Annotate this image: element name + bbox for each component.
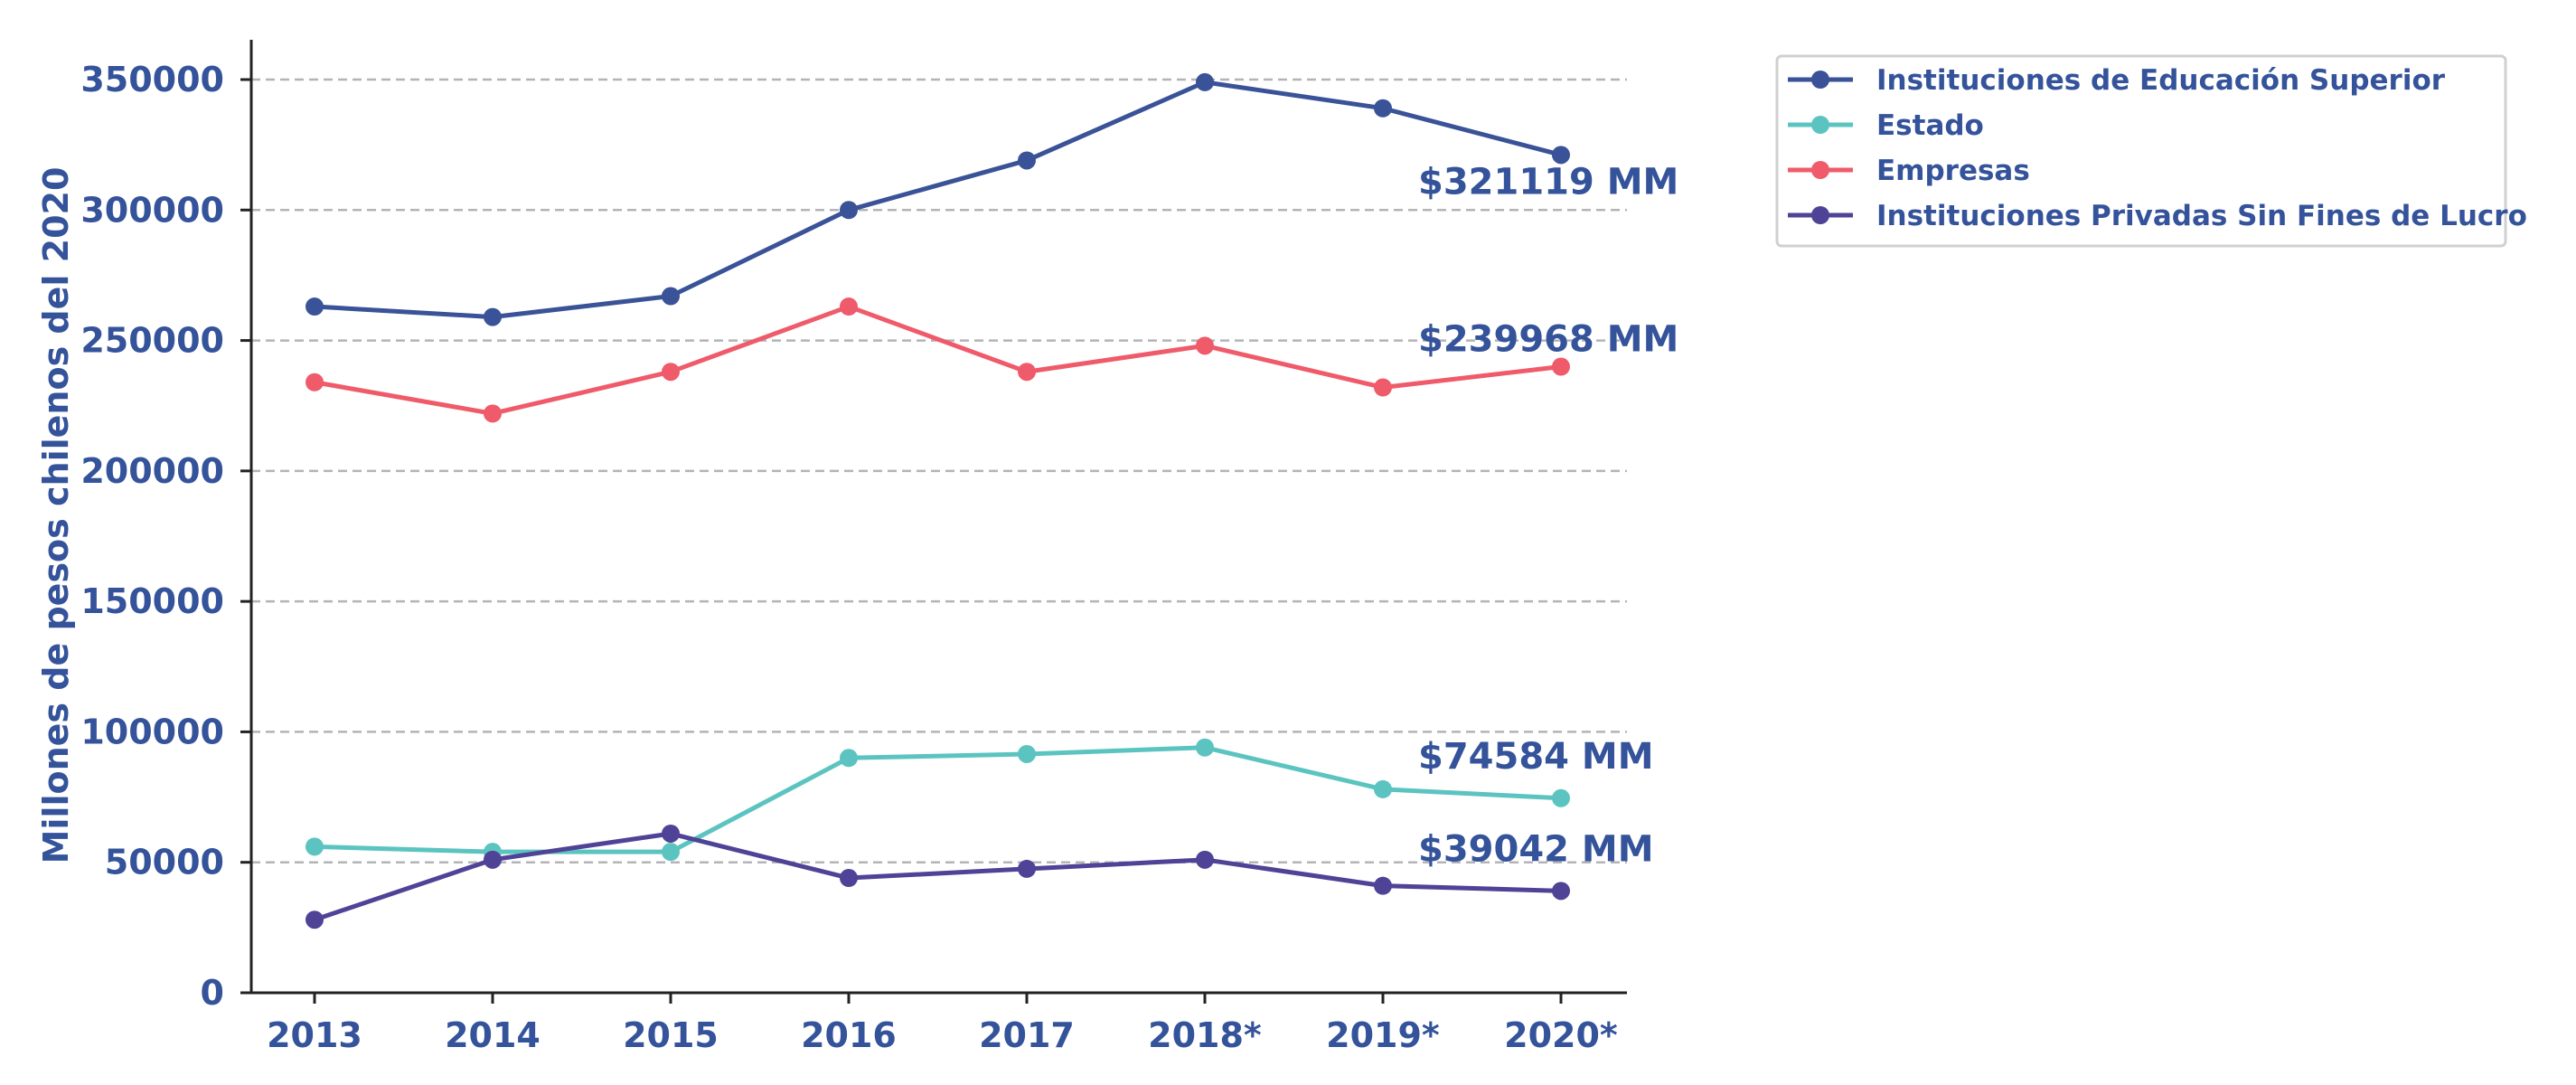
legend-swatch-marker (1811, 71, 1829, 89)
series-line (314, 831, 1562, 922)
data-point (1374, 876, 1392, 895)
data-point (1018, 151, 1036, 170)
data-point (840, 869, 858, 888)
x-axis-ticks: 2013 2014 2015 2016 2017 2018* 2019* 2020* (267, 993, 1618, 1055)
legend-item: Estado (1788, 109, 1984, 142)
y-tick-label: 200000 (80, 451, 224, 491)
data-point (840, 201, 858, 220)
legend-label: Estado (1876, 109, 1984, 142)
data-point (662, 824, 680, 843)
y-axis-title: Millones de pesos chilenos del 2020 (36, 167, 76, 864)
end-label: $74584 MM (1418, 736, 1654, 778)
x-tick-label: 2018* (1148, 1015, 1262, 1055)
series-line (314, 80, 1562, 320)
data-point (1374, 99, 1392, 118)
data-point (662, 363, 680, 382)
x-tick-label: 2016 (801, 1015, 897, 1055)
end-labels: $321119 MM $74584 MM $239968 MM $39042 MM (1418, 161, 1678, 870)
series-3 (306, 297, 1570, 423)
series-4 (306, 824, 1570, 929)
series-lines (306, 72, 1570, 929)
data-point (484, 404, 502, 423)
legend-label: Instituciones de Educación Superior (1876, 64, 2446, 97)
end-label: $239968 MM (1418, 319, 1678, 361)
data-point (1552, 882, 1570, 901)
y-tick-label: 300000 (80, 190, 224, 230)
x-tick-label: 2015 (623, 1015, 719, 1055)
legend-swatch-marker (1811, 206, 1829, 224)
legend-label: Instituciones Privadas Sin Fines de Lucr… (1876, 200, 2527, 232)
data-point (1552, 357, 1570, 376)
series-1 (306, 72, 1570, 326)
legend-item: Empresas (1788, 155, 2030, 187)
data-point (306, 910, 324, 929)
y-tick-label: 250000 (80, 321, 224, 361)
data-point (1018, 859, 1036, 878)
legend-swatch-marker (1811, 161, 1829, 179)
data-point (1552, 788, 1570, 807)
legend-item: Instituciones de Educación Superior (1788, 64, 2446, 97)
data-point (662, 843, 680, 862)
legend-swatch-marker (1811, 116, 1829, 134)
y-tick-label: 100000 (80, 712, 224, 751)
data-point (306, 837, 324, 856)
data-point (484, 850, 502, 869)
end-label: $321119 MM (1418, 161, 1678, 203)
gridlines (251, 78, 1627, 863)
data-point (1018, 363, 1036, 382)
data-point (1196, 72, 1214, 91)
y-tick-label: 150000 (80, 581, 224, 621)
data-point (306, 297, 324, 316)
y-tick-label: 0 (201, 973, 224, 1013)
end-label: $39042 MM (1418, 828, 1654, 870)
y-tick-label: 50000 (105, 843, 224, 882)
legend-box (1775, 54, 2507, 248)
data-point (1196, 738, 1214, 757)
data-point (1374, 378, 1392, 397)
series-line (314, 745, 1562, 854)
data-point (1196, 850, 1214, 869)
y-tick-label: 350000 (80, 60, 224, 99)
x-tick-label: 2020* (1504, 1015, 1618, 1055)
y-axis-ticks: 0 50000 100000 150000 200000 250000 300000 3500… (80, 60, 251, 1013)
data-point (1018, 744, 1036, 763)
x-tick-label: 2019* (1326, 1015, 1440, 1055)
data-point (840, 749, 858, 768)
x-tick-label: 2017 (979, 1015, 1075, 1055)
axes (249, 40, 1627, 995)
legend-label: Empresas (1876, 155, 2030, 187)
series-line (314, 304, 1562, 416)
data-point (306, 373, 324, 392)
data-point (484, 307, 502, 326)
legend: Instituciones de Educación Superior Estad… (1775, 54, 2527, 248)
data-point (1374, 779, 1392, 798)
data-point (840, 297, 858, 316)
data-point (662, 287, 680, 306)
series-2 (306, 738, 1570, 862)
x-tick-label: 2014 (445, 1015, 541, 1055)
data-point (1552, 146, 1570, 165)
data-point (1196, 336, 1214, 355)
legend-item: Instituciones Privadas Sin Fines de Lucr… (1788, 200, 2527, 232)
x-tick-label: 2013 (267, 1015, 362, 1055)
